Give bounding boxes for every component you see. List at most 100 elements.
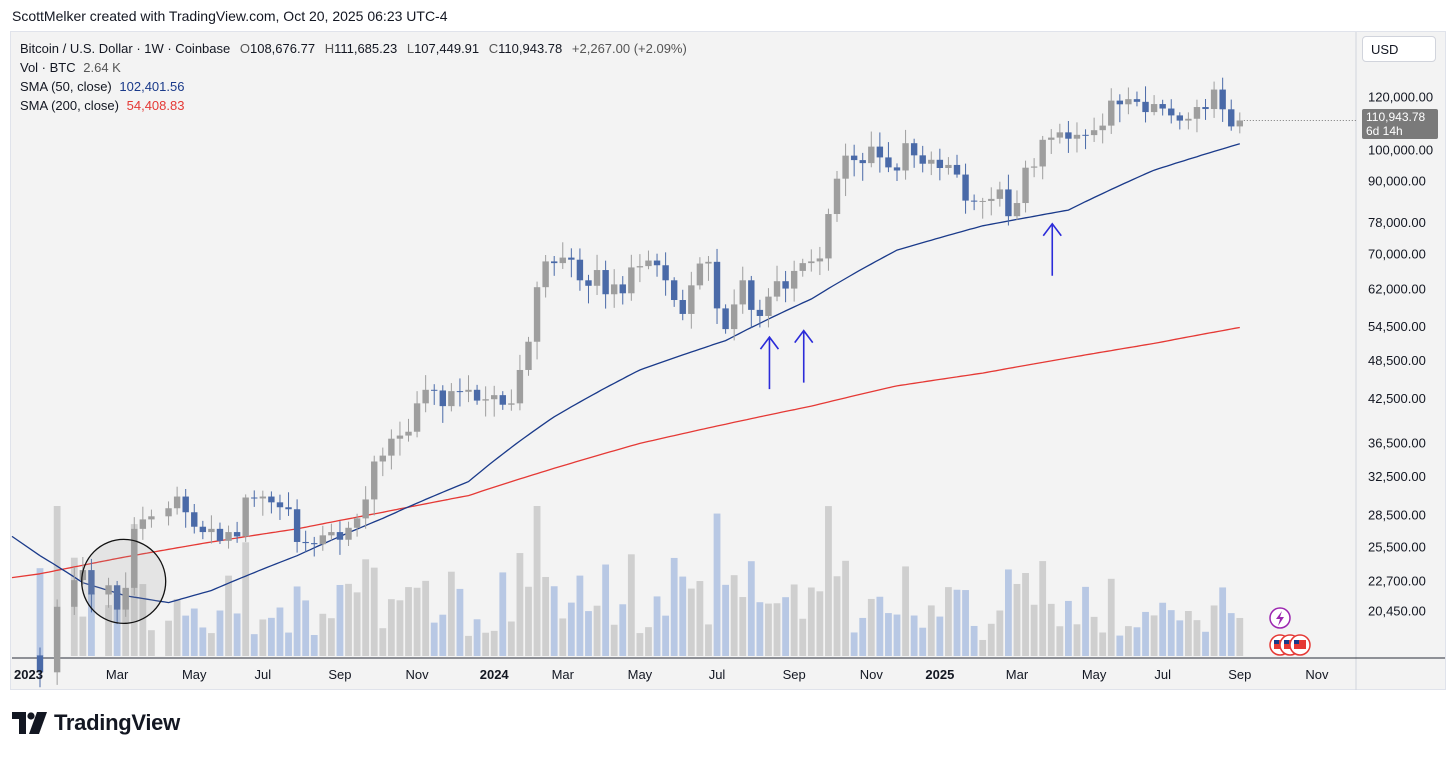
candle-body — [148, 516, 155, 520]
legend-close: 110,943.78 — [498, 41, 563, 56]
candle-body — [508, 403, 515, 405]
candle — [371, 455, 378, 516]
sma50-lead-in — [11, 535, 41, 557]
volume-bar — [190, 608, 198, 656]
candle-body — [945, 164, 952, 169]
candle-body — [1150, 104, 1158, 113]
candle — [1022, 160, 1029, 213]
candle-body — [610, 284, 618, 295]
candle-body — [1176, 115, 1184, 121]
volume-bar — [165, 620, 172, 656]
candle — [876, 132, 884, 173]
candle-body — [131, 528, 138, 588]
candle — [36, 647, 44, 688]
candle-body — [259, 496, 267, 499]
candle-body — [1116, 100, 1124, 105]
x-tick-label: May — [182, 667, 207, 682]
candle-body — [928, 159, 935, 164]
volume-bar — [979, 639, 987, 656]
candle-body — [139, 519, 147, 529]
candle-body — [1228, 109, 1235, 127]
candle-body — [1056, 132, 1064, 138]
volume-bar — [902, 566, 909, 656]
annotation-arrow-up — [759, 335, 780, 390]
candle-body — [782, 281, 789, 289]
lightning-icon — [1276, 611, 1284, 626]
volume-bar — [1236, 617, 1244, 656]
candle — [790, 260, 798, 302]
candle-body — [165, 508, 172, 517]
volume-bar — [645, 627, 652, 656]
x-tick-label: Jul — [709, 667, 726, 682]
candle — [422, 375, 429, 413]
volume-bar — [782, 597, 789, 656]
candle-body — [362, 499, 369, 519]
candle — [53, 599, 61, 685]
chart-frame[interactable] — [10, 31, 1446, 690]
candle — [645, 250, 652, 270]
volume-bar — [310, 634, 318, 656]
candle-body — [1236, 120, 1243, 127]
volume-bar — [919, 627, 927, 656]
candle — [1090, 117, 1098, 142]
volume-bar — [559, 618, 567, 656]
volume-bar — [139, 584, 147, 656]
candle — [165, 501, 172, 526]
candle — [216, 522, 224, 545]
legend-sma50-label[interactable]: SMA (50, close) — [20, 79, 112, 94]
volume-bar — [1227, 613, 1235, 656]
candle-body — [593, 270, 601, 286]
candle-body — [756, 309, 764, 316]
candle-body — [1142, 101, 1149, 113]
volume-bar — [302, 600, 310, 656]
candle-body — [88, 570, 95, 595]
annotation-circle — [81, 538, 167, 625]
candle-body — [988, 198, 995, 201]
candle — [1150, 95, 1158, 116]
candle — [225, 525, 232, 549]
volume-bar — [1099, 632, 1107, 656]
candle — [653, 253, 661, 277]
candle-body — [799, 263, 806, 271]
candle — [319, 525, 327, 551]
candle — [148, 509, 155, 528]
volume-bar — [216, 610, 224, 656]
legend-sma200-label[interactable]: SMA (200, close) — [20, 98, 119, 113]
tradingview-logo[interactable]: TradingView — [12, 710, 180, 736]
candle-body — [688, 285, 695, 314]
x-tick-label: Jul — [1154, 667, 1171, 682]
candle-body — [833, 178, 841, 215]
candle-body — [1030, 166, 1038, 168]
candle-body — [336, 532, 344, 540]
sma50-line — [39, 143, 1240, 604]
candle-body — [1090, 130, 1098, 136]
candle-series — [36, 77, 1243, 688]
candle-body — [268, 496, 275, 503]
legend-symbol[interactable]: Bitcoin / U.S. Dollar · 1W · Coinbase — [20, 41, 231, 56]
legend-volume-label[interactable]: Vol · BTC — [20, 60, 76, 75]
x-tick-label: Mar — [552, 667, 575, 682]
currency-button[interactable]: USD — [1362, 36, 1436, 62]
candle — [628, 254, 635, 301]
candle-body — [311, 543, 318, 545]
y-tick-label: 48,500.00 — [1368, 353, 1426, 368]
candle — [1133, 91, 1141, 107]
volume-bar — [790, 584, 798, 656]
candle-body — [182, 496, 189, 513]
candle — [739, 266, 746, 314]
candle-body — [233, 532, 241, 537]
legend-high: 111,685.23 — [334, 41, 398, 56]
candle-body — [199, 526, 207, 533]
volume-bar — [910, 615, 918, 656]
candle — [71, 567, 78, 615]
candle-body — [1022, 167, 1029, 204]
candle-body — [919, 155, 926, 164]
candle-body — [970, 200, 978, 202]
candle-body — [816, 258, 824, 262]
candle — [131, 517, 138, 596]
candle — [353, 513, 361, 537]
candle — [388, 429, 395, 470]
volume-bar — [276, 607, 284, 656]
volume-bar — [525, 586, 532, 656]
